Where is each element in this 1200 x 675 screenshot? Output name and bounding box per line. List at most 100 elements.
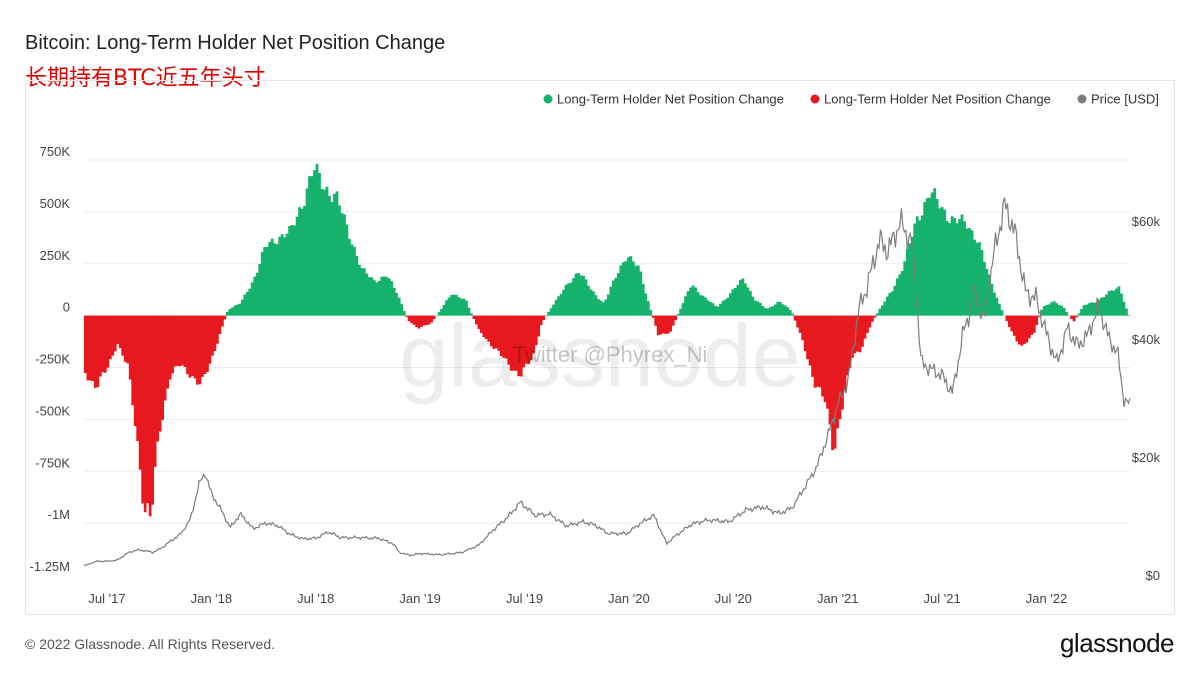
bar-307 bbox=[848, 315, 852, 368]
bar-122 bbox=[387, 278, 391, 316]
bar-219 bbox=[629, 256, 633, 316]
bar-61 bbox=[235, 304, 239, 316]
bar-320 bbox=[880, 305, 884, 316]
bar-16 bbox=[123, 315, 127, 362]
bar-401 bbox=[1082, 305, 1086, 316]
y-right-tick-3: $0 bbox=[1146, 568, 1160, 583]
bar-204 bbox=[592, 291, 595, 316]
bar-288 bbox=[801, 315, 805, 341]
bar-224 bbox=[641, 284, 645, 316]
bar-94 bbox=[318, 172, 321, 316]
bar-8 bbox=[103, 315, 107, 373]
bar-342 bbox=[935, 198, 939, 316]
price-line-layer bbox=[83, 197, 1131, 567]
bar-34 bbox=[168, 315, 172, 380]
bar-165 bbox=[494, 315, 498, 349]
bar-249 bbox=[704, 297, 707, 316]
bar-405 bbox=[1092, 302, 1096, 316]
bar-91 bbox=[310, 176, 314, 316]
bar-403 bbox=[1087, 303, 1091, 316]
bar-393 bbox=[1062, 307, 1066, 316]
bar-317 bbox=[873, 315, 877, 318]
bar-167 bbox=[499, 315, 503, 357]
bar-365 bbox=[993, 292, 996, 316]
bar-182 bbox=[537, 315, 541, 337]
bar-76 bbox=[273, 243, 277, 316]
bar-110 bbox=[357, 264, 361, 316]
bar-132 bbox=[412, 315, 416, 325]
bar-178 bbox=[527, 315, 531, 365]
bar-109 bbox=[355, 256, 359, 316]
bar-24 bbox=[143, 315, 147, 513]
bar-192 bbox=[562, 289, 565, 316]
bar-155 bbox=[470, 313, 473, 316]
bar-120 bbox=[382, 276, 386, 316]
bar-304 bbox=[841, 315, 844, 410]
bar-252 bbox=[711, 303, 715, 316]
bar-339 bbox=[928, 197, 932, 316]
bar-35 bbox=[171, 315, 174, 374]
bar-115 bbox=[370, 277, 374, 316]
y-left-tick-4: -250K bbox=[35, 352, 70, 367]
bar-232 bbox=[661, 315, 665, 334]
bar-281 bbox=[783, 305, 787, 316]
bar-414 bbox=[1115, 288, 1118, 316]
y-right-tick-2: $20k bbox=[1132, 450, 1161, 465]
bar-214 bbox=[616, 273, 620, 316]
bar-375 bbox=[1017, 315, 1021, 345]
bar-103 bbox=[340, 213, 344, 316]
bar-151 bbox=[460, 298, 463, 316]
bar-176 bbox=[522, 315, 526, 368]
copyright-text: © 2022 Glassnode. All Rights Reserved. bbox=[25, 636, 276, 652]
bar-370 bbox=[1005, 315, 1009, 322]
bar-131 bbox=[410, 315, 414, 324]
bar-162 bbox=[487, 315, 491, 342]
bar-98 bbox=[328, 195, 331, 316]
bar-125 bbox=[395, 293, 399, 316]
x-axis-ticks: Jul '17 Jan '18 Jul '18 Jan '19 Jul '19 Jan '… bbox=[88, 591, 1067, 606]
bar-355 bbox=[968, 228, 971, 316]
bar-277 bbox=[773, 304, 777, 316]
bar-88 bbox=[303, 205, 306, 316]
bar-344 bbox=[940, 207, 944, 316]
bar-290 bbox=[806, 315, 810, 360]
bar-269 bbox=[753, 300, 757, 316]
bar-340 bbox=[930, 192, 934, 316]
bar-380 bbox=[1030, 315, 1034, 335]
bar-327 bbox=[898, 274, 902, 316]
bar-337 bbox=[923, 202, 927, 316]
right-axis-ticks: $60k $40k $20k $0 bbox=[1132, 214, 1161, 583]
bar-191 bbox=[559, 293, 563, 316]
legend-label-1[interactable]: Long-Term Holder Net Position Change bbox=[824, 92, 1051, 107]
bar-104 bbox=[343, 214, 346, 316]
bar-226 bbox=[646, 301, 650, 316]
bar-43 bbox=[191, 315, 194, 376]
bar-345 bbox=[943, 209, 946, 316]
bar-301 bbox=[833, 315, 837, 449]
bar-95 bbox=[320, 189, 324, 316]
bar-79 bbox=[280, 234, 284, 316]
watermark-twitter: Twitter @Phyrex_Ni bbox=[513, 342, 708, 367]
bar-391 bbox=[1057, 304, 1061, 316]
bar-153 bbox=[465, 300, 468, 316]
bar-73 bbox=[265, 246, 269, 316]
chart-frame bbox=[25, 80, 1175, 615]
bar-349 bbox=[953, 218, 956, 316]
bar-205 bbox=[594, 295, 598, 316]
legend-label-0[interactable]: Long-Term Holder Net Position Change bbox=[557, 92, 784, 107]
bar-64 bbox=[243, 294, 247, 316]
bar-394 bbox=[1065, 312, 1069, 316]
bar-402 bbox=[1085, 304, 1088, 316]
bar-184 bbox=[542, 315, 546, 321]
bar-359 bbox=[978, 242, 981, 316]
legend-label-2[interactable]: Price [USD] bbox=[1091, 92, 1159, 107]
bar-374 bbox=[1015, 315, 1019, 342]
bar-196 bbox=[572, 278, 575, 316]
bar-383 bbox=[1037, 315, 1041, 317]
bar-33 bbox=[166, 315, 169, 389]
bar-55 bbox=[220, 315, 224, 327]
bar-416 bbox=[1120, 293, 1123, 316]
bar-223 bbox=[639, 271, 643, 316]
bar-168 bbox=[502, 315, 506, 358]
